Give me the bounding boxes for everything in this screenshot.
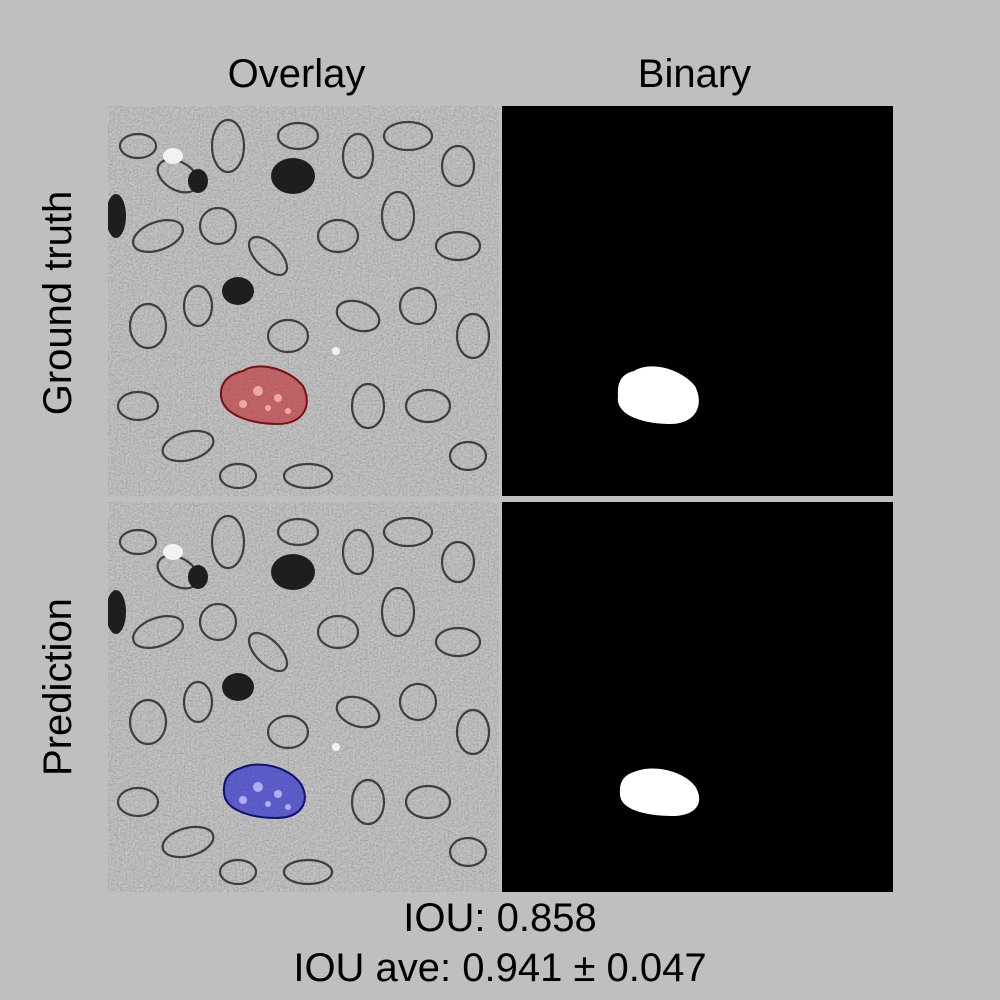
row-title-ground-truth: Ground truth: [36, 190, 80, 416]
prediction-binary-mask: [502, 502, 893, 892]
iou-average: IOU ave: 0.941 ± 0.047: [293, 946, 707, 990]
column-title-binary: Binary: [637, 52, 752, 96]
ground-truth-overlay-image: [108, 106, 499, 496]
ground-truth-binary-mask: [502, 106, 893, 496]
prediction-overlay-image: [108, 502, 499, 892]
row-title-prediction: Prediction: [36, 598, 80, 776]
column-title-overlay: Overlay: [227, 52, 366, 96]
iou-score: IOU: 0.858: [403, 896, 597, 940]
